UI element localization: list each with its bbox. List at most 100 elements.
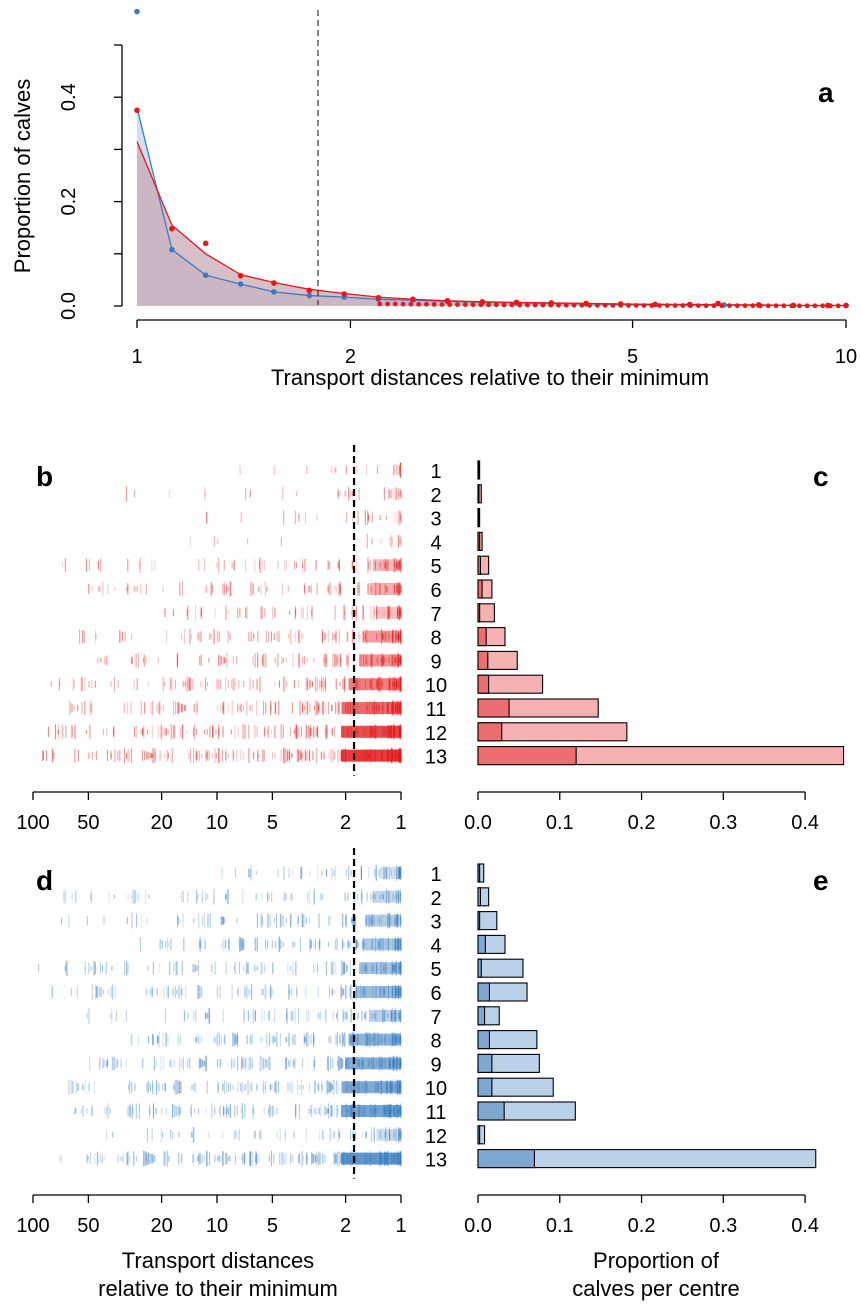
panel-e-bar: [477, 958, 524, 978]
panel-a-point-blue: [169, 246, 175, 253]
panel-e-x-tick-label: 0.0: [464, 1215, 492, 1237]
panel-d-x-tick-label: 2: [340, 1215, 351, 1237]
panel-e-bar-inner: [477, 1006, 486, 1026]
panel-d-row: [68, 1079, 402, 1096]
panel-e-letter: e: [813, 865, 829, 896]
panel-a-point-red: [237, 272, 244, 279]
panel-b-row: [62, 557, 402, 574]
panel-a-point-red: [306, 287, 313, 294]
panel-e-xlabel-line1: Proportion of: [593, 1248, 720, 1273]
panel-a-tail-point: [742, 303, 748, 309]
panel-b-x-tick-label: 20: [150, 812, 172, 834]
panel-c: 0.0 0.1 0.2 0.3 0.4: [464, 460, 845, 834]
panel-a-tail-point: [602, 302, 608, 308]
panel-a-tail-point: [509, 302, 515, 308]
panel-e-x-tick-label: 0.3: [709, 1215, 737, 1237]
panel-a-tail-point: [765, 303, 771, 309]
panel-b-dense-block: [393, 511, 401, 524]
panel-e-bar-inner: [477, 911, 481, 931]
panel-d-row-label: 5: [430, 959, 441, 981]
panel-e-bar-inner: [477, 958, 482, 978]
panel-a-tail-point: [563, 302, 569, 308]
panel-a-point-blue: [202, 272, 209, 279]
panel-e-bar-inner: [477, 1101, 505, 1121]
panel-a-point-red: [169, 225, 175, 232]
panel-d-x-tick-label: 50: [77, 1215, 99, 1237]
panel-d-dense-block: [348, 1033, 401, 1046]
panel-b-x-tick-label: 100: [16, 812, 49, 834]
panel-d-row-label: 12: [425, 1126, 447, 1148]
panel-d-dense-block: [359, 962, 401, 975]
panel-b-dense-block: [341, 702, 401, 714]
panel-b-row-label: 8: [430, 628, 441, 650]
panel-d-row: [51, 984, 402, 1000]
panel-d-dense-block: [380, 867, 401, 879]
panel-c-x-tick-label: 0.4: [791, 812, 819, 834]
panel-a-tail-point: [781, 303, 787, 309]
panel-a-tail-point: [455, 302, 460, 308]
panel-a-tail-point: [820, 303, 826, 309]
panel-b-row-label: 10: [425, 675, 447, 697]
panel-b-row-label: 11: [426, 699, 447, 721]
panel-b-row: [189, 534, 402, 549]
panel-b-row: [42, 747, 402, 764]
panel-c-letter: c: [813, 461, 829, 492]
panel-a-tail-point: [680, 303, 686, 308]
panel-e: 0.0 0.1 0.2 0.3 0.4: [464, 863, 819, 1237]
panel-a-tail-point: [695, 303, 701, 309]
panel-d-dense-block: [345, 1057, 401, 1070]
panel-d-row: [221, 865, 402, 881]
panel-a-tail-point: [618, 303, 624, 308]
panel-d-x-tick-label: 10: [206, 1215, 228, 1237]
panel-a-tail-point: [594, 302, 600, 308]
panel-d-xlabel-line2: relative to their minimum: [98, 1276, 338, 1301]
panel-b-dense-block: [369, 583, 401, 595]
panel-a-tail-point: [517, 302, 523, 308]
panel-e-bar-inner: [477, 982, 490, 1002]
panel-a-line-red: [136, 141, 846, 307]
panel-a-tail-point: [688, 303, 693, 308]
panel-d-row-label: 1: [430, 864, 441, 886]
panel-a-tail-point: [796, 303, 802, 309]
panel-a-tail-point: [579, 302, 585, 308]
panel-b-x-tick-label: 1: [395, 812, 406, 834]
panel-b-row-label: 6: [430, 580, 441, 602]
panel-d-row-label: 8: [430, 1031, 441, 1053]
panel-a-tail-point: [532, 302, 538, 308]
panel-a-tail-point: [478, 302, 484, 308]
panel-d-dense-block: [341, 1105, 401, 1117]
panel-b-row: [79, 628, 402, 645]
panel-d-row-label: 9: [430, 1054, 441, 1076]
panel-b-dense-block: [376, 606, 401, 619]
panel-c-bar-inner: [477, 627, 487, 647]
panel-d-row: [130, 1031, 402, 1048]
panel-d-dense-block: [369, 1009, 401, 1022]
panel-b-dense-block: [394, 464, 401, 476]
panel-e-bar: [477, 911, 498, 931]
panel-c-bar-inner: [477, 722, 503, 742]
panel-a-point-blue: [271, 289, 277, 295]
panel-a-area-red: [137, 141, 846, 306]
panel-a-point-red: [134, 107, 140, 114]
panel-a-tail-point: [525, 302, 530, 308]
panel-a-x-tick-label: 1: [131, 346, 142, 368]
panel-a-point-red: [271, 280, 277, 286]
panel-a-point-red: [375, 294, 382, 301]
panel-b-dense-block: [348, 678, 401, 691]
panel-a: 0.0 0.2 0.4 1 2 5 10: [58, 8, 857, 368]
panel-a-tail-point: [789, 303, 795, 309]
panel-a-ylabel: Proportion of calves: [10, 79, 35, 273]
panel-d-row: [89, 1055, 402, 1072]
panel-a-tail-point: [540, 302, 546, 308]
panel-e-bar-inner: [477, 1125, 481, 1145]
panel-c-bar-inner: [477, 698, 510, 718]
panel-a-xlabel: Transport distances relative to their mi…: [271, 365, 709, 390]
panel-d-row-label: 3: [430, 912, 441, 934]
panel-d-dense-block: [341, 1081, 401, 1094]
panel-a-tail-point: [719, 303, 725, 309]
panel-a-point-red: [202, 240, 209, 247]
panel-a-tail-point: [501, 302, 507, 308]
panel-c-bar-inner: [477, 650, 489, 670]
